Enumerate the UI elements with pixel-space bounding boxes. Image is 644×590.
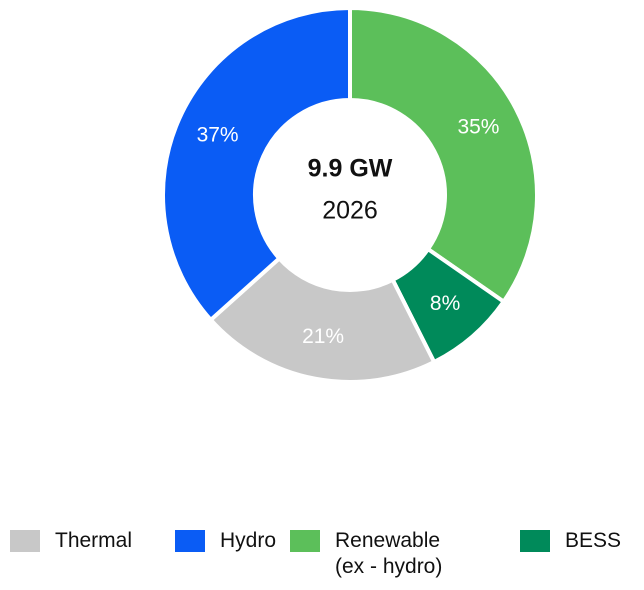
donut-segment xyxy=(207,255,437,384)
legend-swatch xyxy=(175,530,205,552)
legend-swatch xyxy=(520,530,550,552)
legend-item: Hydro xyxy=(175,529,277,554)
center-title: 9.9 GW xyxy=(308,155,393,183)
legend-label: Hydro xyxy=(220,529,277,552)
data-label: 35% xyxy=(457,115,499,138)
data-label: 21% xyxy=(302,325,344,348)
legend-label: Thermal xyxy=(55,529,133,552)
legend-swatch xyxy=(10,530,40,552)
legend-label: BESS xyxy=(565,529,622,552)
chart: 9.9 GW 2026 35% 8% 21% 37% xyxy=(161,5,539,384)
legend-item: BESS xyxy=(520,529,622,554)
data-label: 8% xyxy=(430,292,460,315)
data-label: 37% xyxy=(197,123,239,146)
legend-item: Renewable (ex - hydro) xyxy=(290,529,443,580)
legend-swatch xyxy=(290,530,320,552)
legend-item: Thermal xyxy=(10,529,133,554)
legend-label: Renewable (ex - hydro) xyxy=(335,529,443,578)
donut-segment xyxy=(161,5,352,323)
donut-segment xyxy=(348,5,539,305)
center-subtitle: 2026 xyxy=(322,197,378,225)
